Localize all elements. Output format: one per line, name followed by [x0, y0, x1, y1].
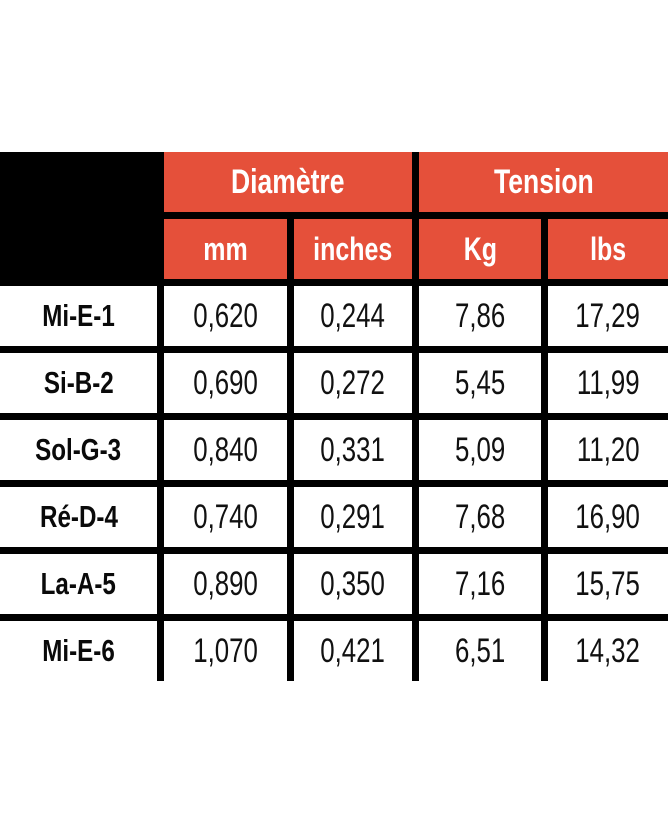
value-text: 0,244 [320, 296, 386, 335]
value-text: 15,75 [575, 564, 641, 603]
value-cell-mm: 0,840 [164, 420, 287, 480]
value-cell-kg: 5,09 [419, 420, 541, 480]
value-text: 0,690 [193, 363, 258, 402]
value-cell-kg: 7,86 [419, 286, 541, 346]
unit-header-kg: Kg [419, 219, 541, 279]
value-cell-lbs: 11,20 [548, 420, 668, 480]
row-label-cell: Sol-G-3 [0, 420, 157, 480]
unit-header-mm: mm [164, 219, 287, 279]
value-text: 17,29 [575, 296, 641, 335]
value-text: 0,890 [193, 564, 258, 603]
value-cell-inches: 0,272 [294, 353, 412, 413]
value-text: 0,620 [193, 296, 258, 335]
value-text: 0,350 [320, 564, 386, 603]
value-text: 5,45 [454, 363, 506, 402]
row-label-cell: La-A-5 [0, 554, 157, 614]
group-header-tension: Tension [419, 152, 668, 212]
unit-header-mm-text: mm [203, 230, 248, 267]
value-text: 0,421 [320, 631, 386, 670]
value-cell-inches: 0,244 [294, 286, 412, 346]
value-text: 11,99 [576, 363, 640, 402]
value-cell-kg: 6,51 [419, 621, 541, 681]
value-text: 11,20 [576, 430, 640, 469]
value-cell-lbs: 11,99 [548, 353, 668, 413]
value-cell-inches: 0,350 [294, 554, 412, 614]
value-cell-kg: 7,68 [419, 487, 541, 547]
value-text: 0,291 [320, 497, 386, 536]
row-label-cell: Mi-E-6 [0, 621, 157, 681]
group-header-tension-text: Tension [493, 162, 594, 201]
unit-header-lbs-text: lbs [589, 230, 627, 267]
value-cell-mm: 0,740 [164, 487, 287, 547]
row-label-text: La-A-5 [40, 566, 117, 601]
unit-header-lbs: lbs [548, 219, 668, 279]
unit-header-kg-text: Kg [463, 230, 497, 267]
row-label-cell: Mi-E-1 [0, 286, 157, 346]
value-cell-inches: 0,331 [294, 420, 412, 480]
row-label-cell: Ré-D-4 [0, 487, 157, 547]
unit-header-inches-text: inches [313, 230, 393, 267]
unit-header-inches: inches [294, 219, 412, 279]
value-text: 0,331 [320, 430, 386, 469]
value-cell-kg: 7,16 [419, 554, 541, 614]
value-text: 16,90 [575, 497, 641, 536]
value-text: 7,16 [454, 564, 506, 603]
value-cell-mm: 1,070 [164, 621, 287, 681]
value-cell-mm: 0,620 [164, 286, 287, 346]
value-cell-lbs: 16,90 [548, 487, 668, 547]
row-label-text: Si-B-2 [43, 365, 114, 400]
value-cell-inches: 0,421 [294, 621, 412, 681]
value-text: 5,09 [454, 430, 506, 469]
row-label-cell: Si-B-2 [0, 353, 157, 413]
value-text: 7,86 [454, 296, 506, 335]
value-text: 7,68 [454, 497, 506, 536]
value-text: 0,272 [320, 363, 386, 402]
corner-cell [0, 152, 157, 279]
value-cell-inches: 0,291 [294, 487, 412, 547]
value-cell-kg: 5,45 [419, 353, 541, 413]
value-cell-lbs: 17,29 [548, 286, 668, 346]
row-label-text: Ré-D-4 [39, 499, 118, 534]
row-label-text: Mi-E-6 [42, 633, 115, 668]
row-label-text: Sol-G-3 [35, 432, 122, 467]
value-cell-mm: 0,890 [164, 554, 287, 614]
value-text: 14,32 [575, 631, 641, 670]
value-cell-lbs: 14,32 [548, 621, 668, 681]
value-text: 6,51 [454, 631, 506, 670]
value-text: 0,840 [193, 430, 258, 469]
value-text: 1,070 [193, 631, 258, 670]
group-header-diametre: Diamètre [164, 152, 412, 212]
group-header-diametre-text: Diamètre [231, 162, 345, 201]
row-label-text: Mi-E-1 [42, 298, 115, 333]
value-cell-lbs: 15,75 [548, 554, 668, 614]
string-spec-table: Diamètre Tension mm inches Kg lbs Mi-E-1… [0, 152, 668, 681]
value-text: 0,740 [193, 497, 258, 536]
value-cell-mm: 0,690 [164, 353, 287, 413]
